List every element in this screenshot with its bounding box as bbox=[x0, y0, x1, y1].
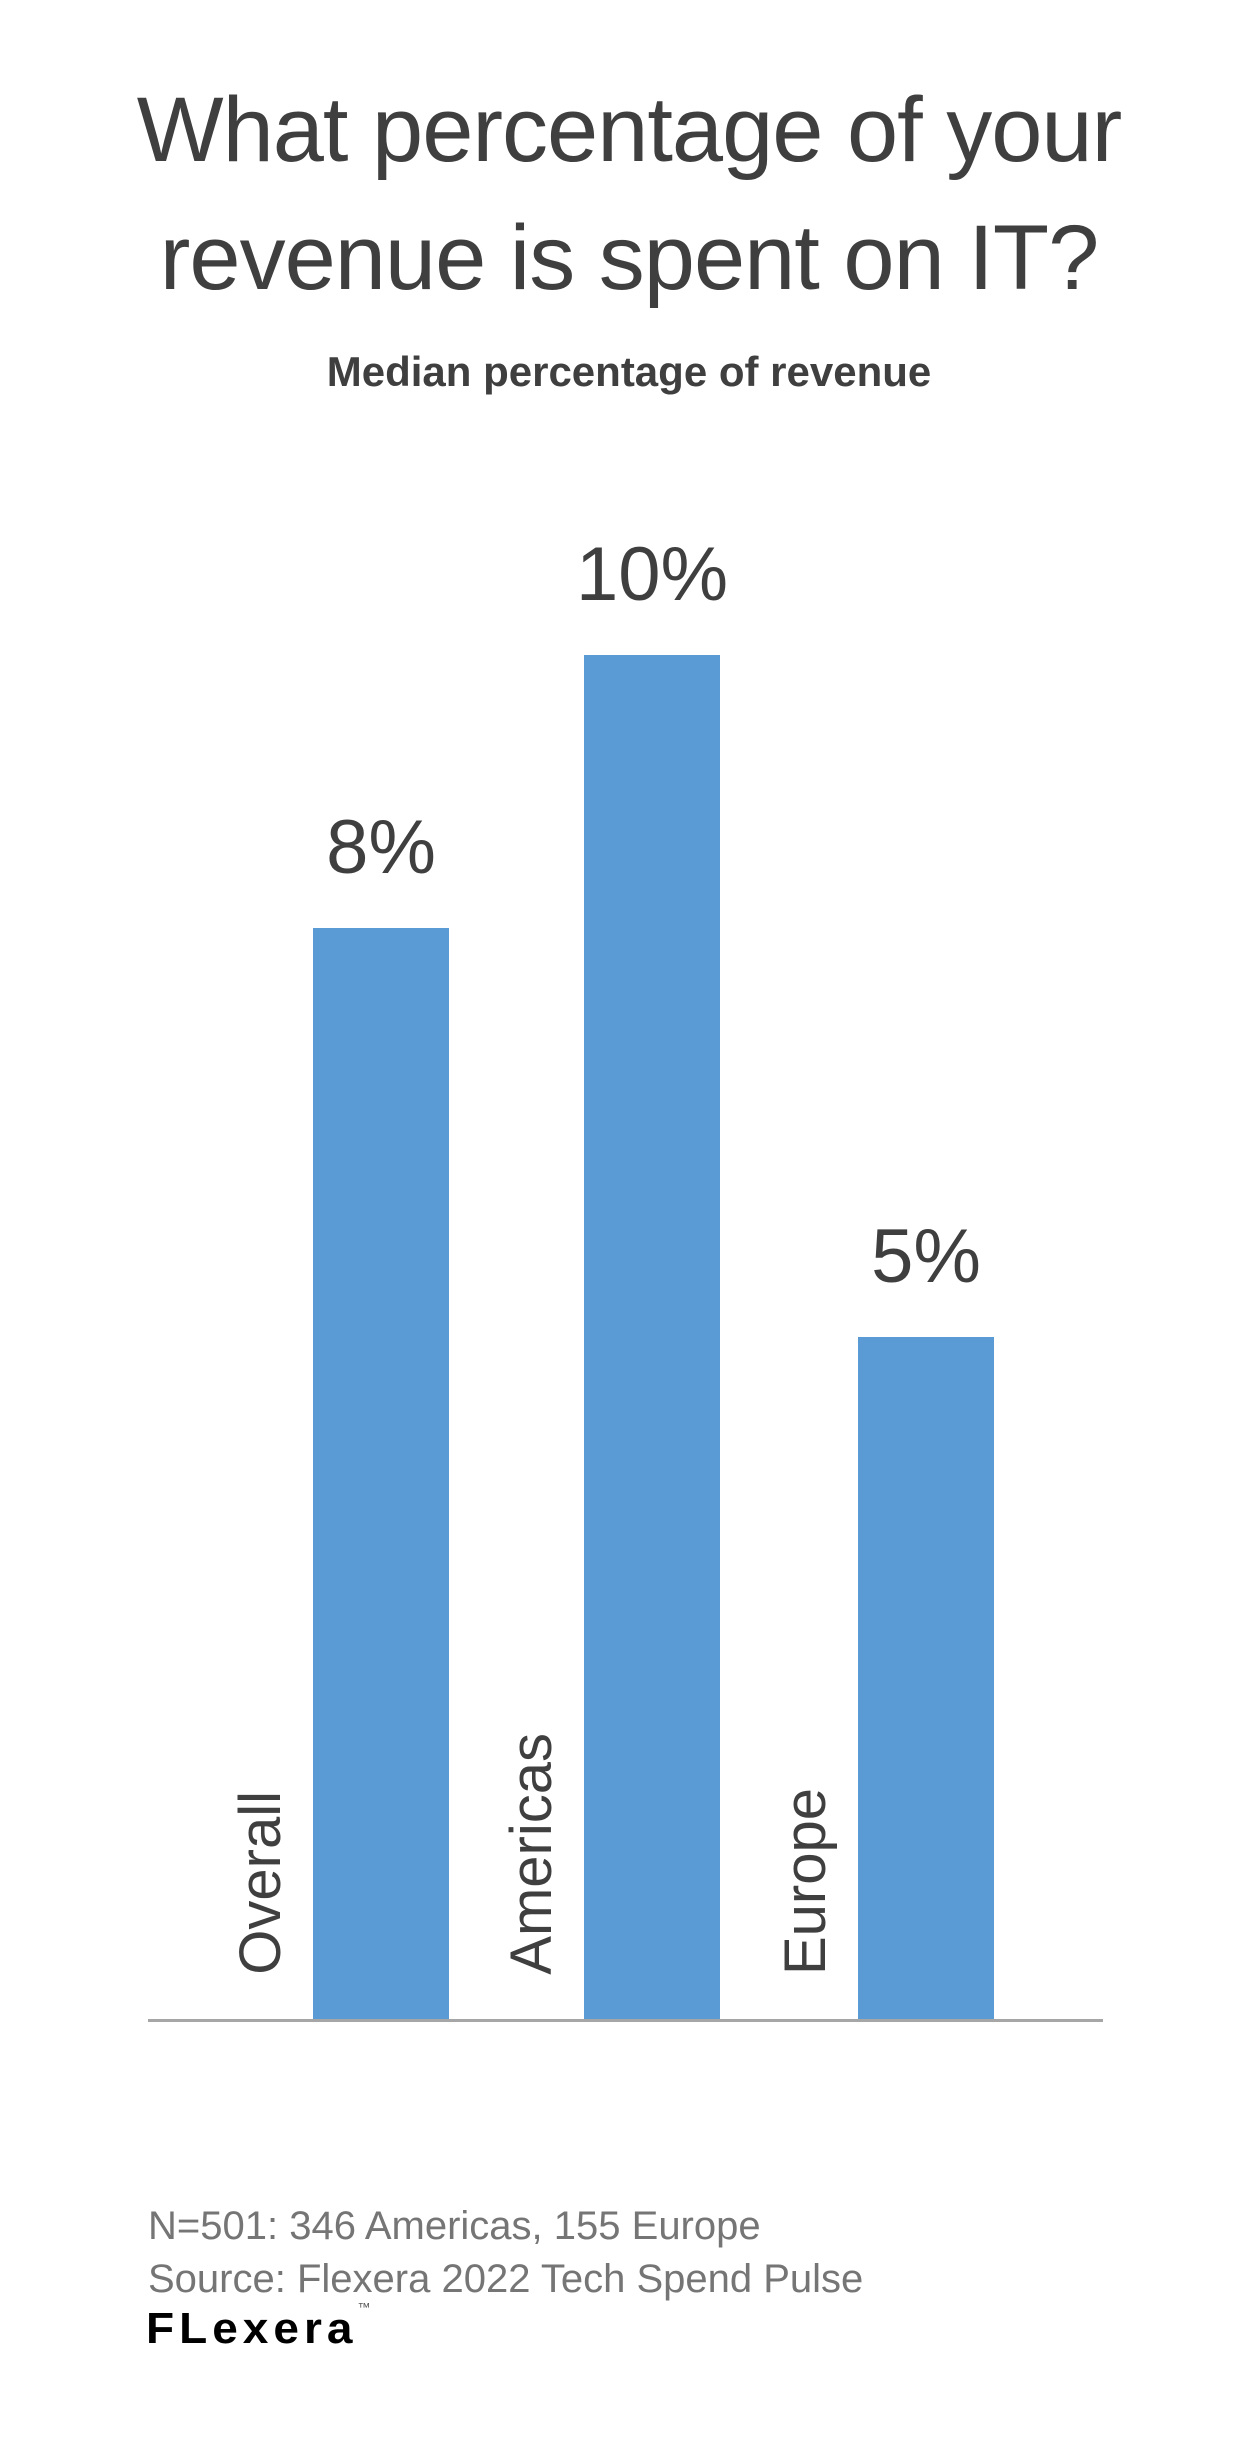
footer-notes: N=501: 346 Americas, 155 Europe Source: … bbox=[148, 2200, 863, 2306]
bar-americas bbox=[584, 655, 720, 2020]
value-label-overall: 8% bbox=[326, 805, 436, 890]
category-label-europe: Europe bbox=[773, 1787, 838, 1975]
category-label-americas: Americas bbox=[499, 1733, 564, 1975]
x-axis-line bbox=[148, 2019, 1103, 2022]
value-label-americas: 10% bbox=[575, 532, 729, 617]
category-label-overall: Overall bbox=[228, 1791, 293, 1975]
bar-overall bbox=[313, 928, 449, 2020]
flexera-logo-text: FLexera bbox=[146, 2303, 358, 2353]
bar-europe bbox=[858, 1337, 994, 2020]
chart-title-line-2: revenue is spent on IT? bbox=[159, 207, 1099, 309]
chart-subtitle: Median percentage of revenue bbox=[326, 348, 932, 395]
chart-title-line-1: What percentage of your bbox=[136, 79, 1122, 181]
trademark-mark: ™ bbox=[357, 2300, 371, 2315]
source-note: Source: Flexera 2022 Tech Spend Pulse bbox=[148, 2257, 864, 2301]
chart-title: What percentage of your revenue is spent… bbox=[0, 66, 1258, 322]
sample-size-note: N=501: 346 Americas, 155 Europe bbox=[148, 2204, 761, 2248]
flexera-logo: FLexera™ bbox=[146, 2300, 370, 2354]
value-label-europe: 5% bbox=[871, 1214, 981, 1299]
